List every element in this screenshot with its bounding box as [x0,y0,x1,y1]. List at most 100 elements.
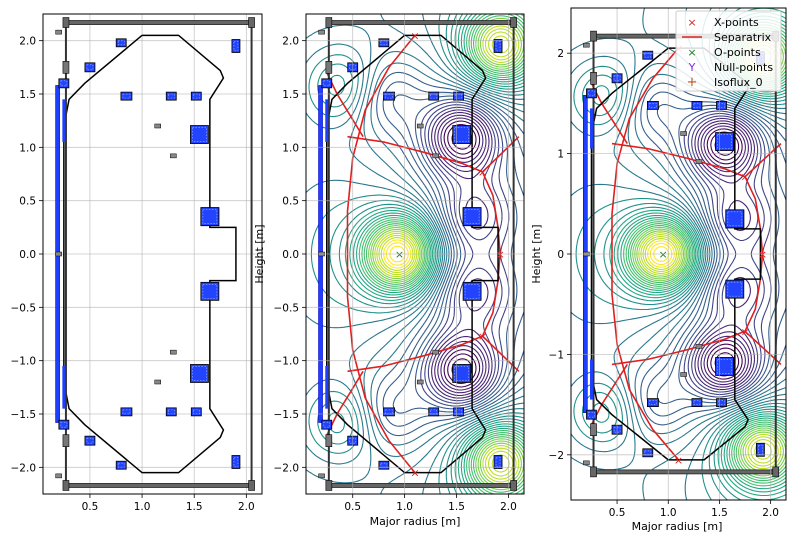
y-tick-label: 1.5 [19,89,36,101]
pf-coil [715,357,734,376]
pf-coil [715,132,734,151]
pf-coil [190,125,209,144]
flux-contour [700,122,749,386]
passive-structure [170,349,177,355]
solenoid-segment [62,366,66,409]
legend-label: Null-points [714,61,773,74]
x-tick-label: 1.5 [448,501,465,513]
o-point-marker: × [395,248,404,261]
pf-coil-winding [649,103,657,108]
y-tick-label: 1.5 [282,89,299,101]
vessel-bottom [328,483,515,488]
pf-coil-winding [193,93,200,99]
flux-legend-panel: × × × × × × 0.5 1.0 1.5 2.0 2 1 0 −1 −2 Major radius … [530,7,787,533]
passive-structure [318,473,325,479]
pf-coil-winding [192,366,207,381]
flux-contour [687,112,765,396]
vessel-bottom [65,483,252,488]
pf-coil [452,125,472,144]
pf-coil-winding [727,281,743,297]
pf-coil [378,38,390,48]
pf-coil-winding [495,457,501,467]
legend-x-swatch: × [687,16,696,29]
pf-coil [716,398,727,408]
passive-structure [695,159,703,164]
vessel-corner [248,17,255,28]
x-axis-label: Major radius [m] [632,520,723,533]
pf-coil-winding [122,409,131,415]
y-axis-label: Height [m] [253,224,266,283]
flux-contour [370,62,524,446]
flux-contour [317,14,524,494]
passive-structure [416,379,424,385]
vessel-support [590,423,597,437]
pf-coil-winding [588,90,595,97]
vessel-corner [325,480,333,491]
pf-coil [647,398,659,408]
y-tick-label: −1.5 [274,409,300,421]
vessel-bottom [593,469,777,475]
flux-contour [389,245,406,263]
pf-coil [428,91,440,101]
pf-coil [383,407,395,417]
flux-contour [420,101,510,407]
flux-contour [385,242,409,266]
pf-coil-winding [693,400,701,405]
pf-coil-winding [464,284,480,299]
legend-label: Separatrix [714,31,772,44]
flux-contour [361,14,524,494]
solenoid-segment [62,99,66,142]
x-point-marker: × [410,467,419,480]
y-tick-label: 2.0 [282,36,299,48]
legend-label: O-points [714,46,761,59]
pf-coil [58,78,70,89]
x-tick-label: 2.0 [500,501,517,513]
vessel-support [62,434,70,447]
y-tick-label: 0 [557,249,564,261]
pf-coil-winding [717,359,732,374]
pf-coil [428,407,440,417]
pf-coil [165,407,177,417]
tick-labels: 0.5 1.0 1.5 2.0 2 1 0 −1 −2 [549,48,779,519]
vessel-top [65,20,252,25]
passive-structure [154,123,161,129]
legend-box [675,10,782,92]
pf-coil [84,435,96,446]
pf-coil [462,281,482,301]
flux-contour [358,14,524,494]
pf-coil-winding [167,93,175,99]
y-tick-label: −2 [549,450,564,462]
x-tick-label: 1.0 [396,501,413,513]
tick-labels: 0.5 1.0 1.5 2.0 2.0 1.5 1.0 0.5 0.0 −0.5 −1.0 −1.5 −… [274,36,517,513]
pf-coil [642,448,654,458]
vessel-support [590,71,597,85]
y-tick-label: −2.0 [274,462,300,474]
passive-structure [55,473,62,479]
y-tick-label: −1.5 [11,409,37,421]
flux-contour [706,128,743,380]
pf-coil-winding [495,41,501,51]
pf-coil-winding [117,40,125,46]
x-axis-label: Major radius [m] [370,515,461,528]
pf-coil-winding [727,211,743,227]
pf-coil [453,407,465,417]
flux-contour [392,94,524,414]
flux-contour [424,104,503,404]
pf-coil-winding [202,209,218,224]
flux-contour [647,240,675,268]
vessel-support [62,61,70,74]
vessel-corner [510,480,517,491]
pf-coil [120,91,133,101]
flux-contour [627,62,786,446]
x-tick-label: 0.5 [344,501,361,513]
passive-structure [318,29,325,35]
pf-coil [453,91,465,101]
flux-contour [308,14,524,494]
pf-coil-winding [167,409,175,415]
flux-contour [443,120,481,388]
pf-coil-winding [233,41,239,51]
y-tick-label: 2.0 [19,36,36,48]
pf-coil-winding [86,64,94,71]
pf-coil-winding [117,462,125,468]
